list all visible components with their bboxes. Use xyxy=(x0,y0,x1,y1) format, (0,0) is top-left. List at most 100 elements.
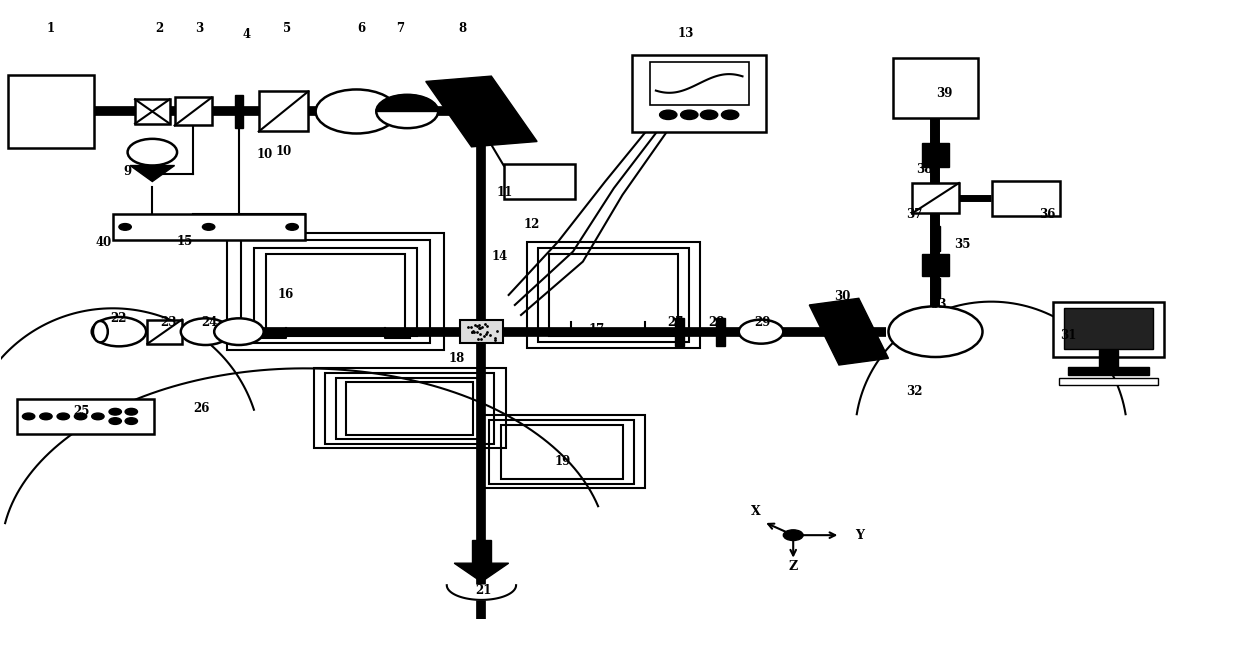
Text: 23: 23 xyxy=(160,316,176,330)
Text: 8: 8 xyxy=(459,21,467,35)
Text: Y: Y xyxy=(856,529,864,541)
Bar xyxy=(1069,367,1149,375)
Text: 26: 26 xyxy=(193,402,210,415)
Text: 1: 1 xyxy=(47,21,55,35)
Bar xyxy=(538,248,689,342)
Text: 33: 33 xyxy=(930,298,946,312)
Bar xyxy=(1100,350,1118,369)
Bar xyxy=(148,320,182,344)
Bar xyxy=(460,320,503,343)
Circle shape xyxy=(215,318,264,345)
Text: 9: 9 xyxy=(124,165,131,178)
Text: 12: 12 xyxy=(525,218,541,230)
Text: 10: 10 xyxy=(257,148,273,161)
Text: 37: 37 xyxy=(906,208,923,221)
Circle shape xyxy=(125,409,138,415)
Polygon shape xyxy=(425,76,537,147)
Bar xyxy=(931,278,940,298)
Text: 27: 27 xyxy=(667,316,684,330)
Bar xyxy=(1059,379,1158,385)
Circle shape xyxy=(119,224,131,230)
Text: 5: 5 xyxy=(283,21,291,35)
Circle shape xyxy=(125,417,138,424)
Text: Z: Z xyxy=(789,560,797,573)
Text: 14: 14 xyxy=(492,250,508,263)
Circle shape xyxy=(701,110,718,119)
Bar xyxy=(336,378,484,439)
Text: 13: 13 xyxy=(677,27,693,40)
Text: 36: 36 xyxy=(1039,208,1055,221)
Bar xyxy=(1053,302,1164,357)
Bar xyxy=(113,214,305,240)
Circle shape xyxy=(286,224,299,230)
Bar xyxy=(911,183,959,214)
Polygon shape xyxy=(454,563,508,582)
Text: 35: 35 xyxy=(955,239,971,251)
Text: 7: 7 xyxy=(396,21,404,35)
Bar xyxy=(17,399,154,433)
Text: 39: 39 xyxy=(936,87,952,100)
Bar xyxy=(921,255,949,275)
Text: 22: 22 xyxy=(110,312,128,325)
Circle shape xyxy=(784,530,804,541)
Text: 11: 11 xyxy=(497,186,513,199)
Polygon shape xyxy=(130,165,175,182)
Circle shape xyxy=(181,318,231,345)
Circle shape xyxy=(109,417,122,424)
Text: 10: 10 xyxy=(275,145,291,158)
Bar xyxy=(1064,308,1153,349)
Text: 3: 3 xyxy=(195,21,203,35)
Bar xyxy=(650,62,749,105)
Circle shape xyxy=(660,110,677,119)
Text: 15: 15 xyxy=(176,235,192,248)
Circle shape xyxy=(316,90,397,133)
Bar xyxy=(501,425,622,479)
Polygon shape xyxy=(810,298,889,365)
Bar xyxy=(632,55,766,132)
Circle shape xyxy=(92,413,104,419)
Circle shape xyxy=(22,413,35,419)
Bar xyxy=(314,369,506,448)
Bar xyxy=(241,241,430,343)
Bar xyxy=(265,254,405,329)
Bar xyxy=(175,97,212,125)
Bar xyxy=(325,373,495,444)
Bar xyxy=(346,383,474,435)
Text: 38: 38 xyxy=(916,163,932,176)
Circle shape xyxy=(57,413,69,419)
Text: 21: 21 xyxy=(476,584,492,597)
Bar xyxy=(503,164,575,199)
Circle shape xyxy=(376,94,438,128)
Circle shape xyxy=(722,110,739,119)
Text: 28: 28 xyxy=(708,316,724,330)
Text: 30: 30 xyxy=(835,291,851,304)
Circle shape xyxy=(40,413,52,419)
Text: 32: 32 xyxy=(906,385,923,398)
Bar xyxy=(479,415,645,488)
Text: 25: 25 xyxy=(73,405,91,418)
Text: 40: 40 xyxy=(95,237,112,249)
Text: 16: 16 xyxy=(278,289,294,302)
Bar xyxy=(931,226,940,251)
Text: 6: 6 xyxy=(357,21,366,35)
Bar xyxy=(715,318,724,346)
Text: X: X xyxy=(751,505,761,518)
Text: 31: 31 xyxy=(1060,328,1076,342)
Text: 20: 20 xyxy=(476,549,492,561)
Bar xyxy=(894,58,977,118)
Text: 19: 19 xyxy=(556,456,572,468)
Text: 24: 24 xyxy=(201,316,217,330)
Circle shape xyxy=(739,320,784,344)
Circle shape xyxy=(681,110,698,119)
Bar xyxy=(254,248,417,336)
Ellipse shape xyxy=(93,321,108,342)
Circle shape xyxy=(92,317,146,346)
Bar xyxy=(471,540,491,563)
Text: 29: 29 xyxy=(754,316,770,330)
Bar xyxy=(135,99,170,124)
Text: 18: 18 xyxy=(449,352,465,365)
Circle shape xyxy=(202,224,215,230)
Bar xyxy=(921,143,949,167)
Bar xyxy=(992,181,1060,216)
Text: 2: 2 xyxy=(156,21,164,35)
